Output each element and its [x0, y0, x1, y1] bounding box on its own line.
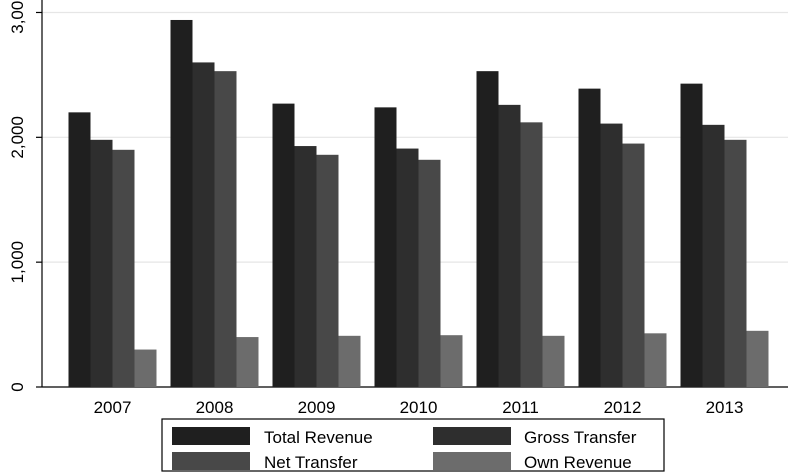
x-tick-label: 2009 — [298, 398, 336, 417]
bar-gross-transfer-2010 — [396, 148, 419, 387]
bar-own-revenue-2010 — [440, 335, 463, 387]
legend-swatch — [433, 427, 511, 445]
x-tick-label: 2013 — [706, 398, 744, 417]
y-tick-labels: 0 1,000 2,000 3,000 — [8, 0, 27, 392]
bar-own-revenue-2008 — [236, 337, 259, 387]
x-tick-label: 2008 — [196, 398, 234, 417]
legend-swatch — [172, 452, 250, 470]
bar-net-transfer-2011 — [520, 122, 543, 388]
legend-label: Total Revenue — [264, 428, 373, 447]
x-tick-labels: 2007 2008 2009 2010 2011 2012 2013 — [94, 398, 744, 417]
y-tick-label: 2,000 — [8, 116, 27, 159]
bar-net-transfer-2008 — [214, 71, 237, 387]
bar-net-transfer-2012 — [622, 143, 645, 387]
y-tick-label: 0 — [8, 382, 27, 391]
bar-net-transfer-2009 — [316, 154, 339, 387]
bar-own-revenue-2013 — [746, 330, 769, 387]
legend-label: Gross Transfer — [524, 428, 637, 447]
legend-label: Own Revenue — [524, 453, 632, 472]
bar-gross-transfer-2013 — [702, 124, 725, 387]
bar-total-revenue-2008 — [170, 19, 193, 388]
bar-gross-transfer-2009 — [294, 146, 317, 387]
x-tick-label: 2010 — [400, 398, 438, 417]
bar-net-transfer-2007 — [112, 149, 135, 387]
y-tick-label: 3,000 — [8, 0, 27, 34]
bar-gross-transfer-2012 — [600, 123, 623, 387]
bar-total-revenue-2010 — [374, 107, 397, 387]
bar-net-transfer-2013 — [724, 139, 747, 387]
bar-own-revenue-2011 — [542, 335, 565, 387]
bar-total-revenue-2007 — [68, 112, 91, 388]
legend: Total Revenue Gross Transfer Net Transfer O… — [161, 418, 665, 472]
x-tick-label: 2011 — [502, 398, 539, 417]
legend-swatch — [433, 452, 511, 470]
bar-gross-transfer-2008 — [192, 62, 215, 388]
x-tick-label: 2007 — [94, 398, 132, 417]
bar-net-transfer-2010 — [418, 159, 441, 387]
bar-total-revenue-2011 — [476, 71, 499, 387]
legend-label: Net Transfer — [264, 453, 358, 472]
bar-own-revenue-2012 — [644, 333, 667, 387]
y-tick-label: 1,000 — [8, 241, 27, 284]
bar-total-revenue-2013 — [680, 83, 703, 387]
bar-total-revenue-2012 — [578, 88, 601, 387]
bars — [68, 19, 769, 388]
bar-own-revenue-2009 — [338, 335, 361, 387]
bar-gross-transfer-2007 — [90, 139, 113, 387]
bar-own-revenue-2007 — [134, 349, 157, 387]
x-tick-label: 2012 — [604, 398, 642, 417]
bar-total-revenue-2009 — [272, 103, 295, 388]
legend-swatch — [172, 427, 250, 445]
bar-gross-transfer-2011 — [498, 104, 521, 388]
